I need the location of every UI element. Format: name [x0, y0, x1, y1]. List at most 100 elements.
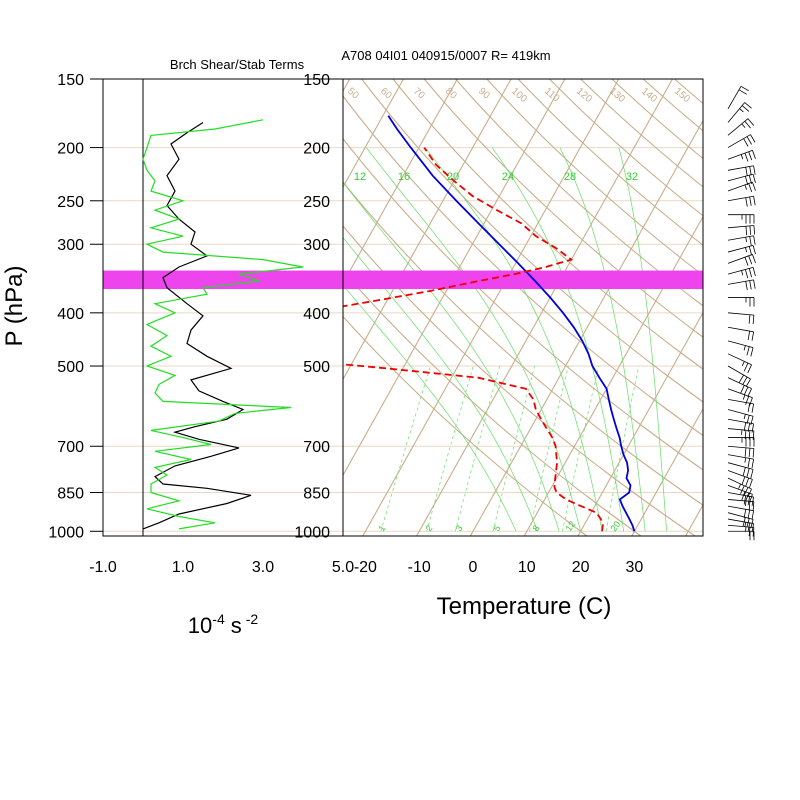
barb-flag: [747, 496, 751, 506]
wind-barb: [727, 353, 752, 374]
dry-adiabat-label: 130: [607, 86, 627, 105]
barb-half-flag: [742, 394, 746, 400]
barb-flag: [745, 396, 750, 405]
wind-barb: [727, 173, 756, 186]
pressure-tick-left: 250: [57, 194, 84, 211]
pressure-tick-left: 700: [57, 439, 84, 456]
barb-half-flag: [741, 270, 744, 276]
barb-flag: [747, 403, 751, 413]
barb-flag: [748, 430, 751, 440]
barb-flag: [747, 118, 755, 126]
barb-flag: [746, 415, 750, 424]
barb-flag: [749, 236, 752, 246]
wind-barb: [727, 445, 755, 458]
barb-flag: [746, 518, 750, 528]
wind-barb: [727, 326, 754, 341]
barb-staff: [727, 365, 751, 380]
temperature-line: [387, 115, 636, 532]
barb-staff: [727, 165, 754, 171]
saturated-adiabat: [366, 147, 581, 532]
mixing-ratio-label: 20: [608, 519, 622, 533]
plot-frames: [102, 78, 704, 537]
dry-adiabat: [517, 79, 703, 246]
stability-x-tick: -1.0: [89, 559, 117, 576]
barb-flag: [747, 331, 751, 341]
pressure-tick-left: 1000: [48, 524, 84, 541]
barb-flag: [748, 501, 751, 511]
wind-barb: [727, 518, 754, 533]
saturated-adiabat: [618, 147, 668, 532]
barb-flag: [752, 182, 756, 191]
isotherm: [343, 79, 405, 189]
wind-barb: [727, 409, 754, 426]
barb-staff: [727, 86, 742, 110]
saturated-adiabat: [424, 147, 603, 532]
wind-barb: [727, 428, 755, 440]
dry-adiabat: [343, 315, 588, 536]
barb-flag: [751, 331, 754, 341]
barb-staff: [727, 173, 754, 182]
pressure-tick-skew: 150: [303, 72, 330, 89]
mixing-ratio-line: [454, 365, 501, 532]
wind-barb: [728, 437, 755, 447]
wind-barb: [727, 492, 754, 506]
barb-flag: [747, 422, 751, 432]
barb-staff: [727, 134, 751, 148]
mixing-ratio-label: 2: [423, 523, 434, 533]
unit-base: 10: [188, 613, 212, 638]
barb-staff: [727, 428, 754, 432]
pressure-tick-left: 850: [57, 486, 84, 503]
barb-staff: [727, 312, 754, 316]
temperature-x-tick: -20: [354, 559, 377, 576]
wind-barb: [727, 195, 756, 207]
right-panel-title: A708 04I01 040915/0007 R= 419km: [341, 48, 550, 63]
barb-staff: [727, 518, 754, 524]
isotherm: [343, 79, 512, 381]
dewpoint-line: [343, 147, 604, 532]
barb-flag: [744, 120, 751, 129]
wind-barb: [727, 365, 751, 388]
wind-barb: [727, 340, 754, 357]
wind-barb: [727, 377, 752, 397]
barb-flag: [752, 527, 755, 537]
saturated-adiabat: [559, 147, 646, 532]
stability-x-tick: 5.0: [332, 559, 354, 576]
barb-flag: [752, 150, 756, 159]
barb-flag: [743, 386, 749, 396]
wind-barb: [727, 477, 752, 498]
barb-flag: [742, 467, 746, 477]
barb-staff: [727, 462, 754, 470]
barb-flag: [751, 496, 754, 506]
wind-barb: [727, 181, 756, 193]
saturated-adiabat: [491, 147, 624, 532]
barb-flag: [749, 166, 752, 176]
barb-flag: [745, 269, 749, 279]
stability-line: [142, 119, 304, 530]
barb-staff: [727, 470, 753, 480]
barb-flag: [750, 347, 754, 357]
barb-flag: [747, 488, 752, 498]
dry-adiabat: [392, 79, 703, 370]
barb-flag: [752, 174, 756, 183]
barb-staff: [727, 235, 754, 241]
barb-flag: [740, 385, 745, 394]
saturated-adiabat-label: 32: [626, 171, 638, 183]
isotherm: [577, 311, 703, 536]
barb-staff: [727, 524, 754, 528]
barb-half-flag: [744, 184, 748, 190]
saturated-adiabat-label: 12: [354, 171, 366, 183]
barb-staff: [727, 244, 754, 253]
mixing-ratio-line: [426, 365, 474, 532]
isotherm: [343, 79, 458, 285]
temperature-x-tick: 20: [572, 559, 590, 576]
barb-staff: [727, 353, 752, 366]
wind-barb: [727, 149, 756, 162]
barb-flag: [745, 176, 749, 186]
barb-flag: [741, 491, 746, 501]
barb-half-flag: [741, 123, 746, 128]
barb-flag: [741, 476, 746, 486]
wind-barb: [727, 512, 754, 529]
barb-flag: [742, 376, 748, 386]
barb-flag: [753, 235, 756, 245]
